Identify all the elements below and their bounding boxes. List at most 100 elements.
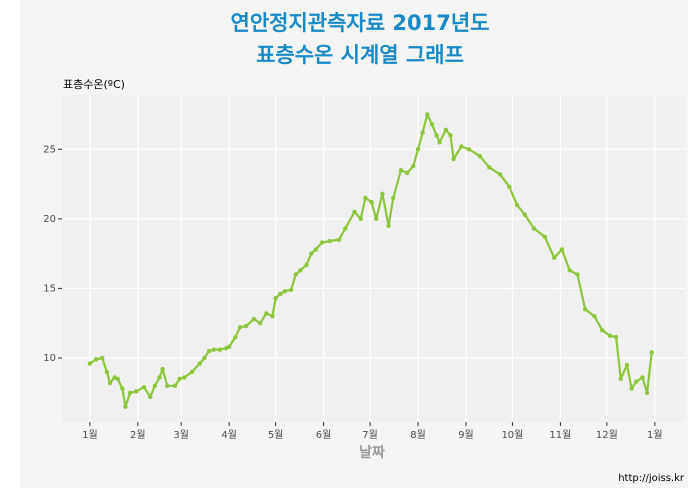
data-point <box>115 376 120 382</box>
data-point <box>559 247 565 252</box>
data-point <box>434 133 439 138</box>
x-tick-label: 6월 <box>316 429 332 441</box>
data-point <box>123 404 128 409</box>
y-tick-label: 20 <box>43 214 56 225</box>
data-point <box>567 268 572 273</box>
data-point <box>575 272 580 277</box>
y-tick-label: 15 <box>43 283 56 294</box>
data-point <box>211 347 216 352</box>
data-point <box>352 209 357 215</box>
data-point <box>386 223 391 228</box>
data-point <box>251 316 257 322</box>
data-point <box>599 327 605 333</box>
data-point <box>507 184 512 190</box>
data-point <box>363 195 368 201</box>
data-point <box>217 347 223 352</box>
data-point <box>415 147 421 152</box>
x-axis-label: 날짜 <box>359 445 385 461</box>
data-point <box>425 112 430 117</box>
data-point <box>304 262 309 267</box>
x-tick-label: 7월 <box>362 429 378 441</box>
data-point <box>443 127 449 132</box>
x-tick-label: 1월 <box>647 429 663 441</box>
data-point <box>278 291 283 297</box>
data-point <box>206 348 212 354</box>
data-point <box>257 321 263 326</box>
data-point <box>391 195 396 201</box>
data-point <box>649 350 654 355</box>
data-point <box>411 163 416 169</box>
data-point <box>288 287 294 293</box>
data-point <box>273 295 278 301</box>
data-point <box>466 147 472 152</box>
data-point <box>202 355 207 361</box>
series-line <box>89 113 653 408</box>
data-point <box>237 325 243 330</box>
data-point <box>182 375 187 380</box>
data-point <box>531 226 537 231</box>
data-point <box>429 122 435 127</box>
data-point <box>172 383 178 389</box>
chart-subtitle: 표층수온 시계열 그래프 <box>256 43 464 67</box>
data-point <box>157 375 162 380</box>
data-point <box>319 240 325 245</box>
data-point <box>87 361 93 366</box>
y-tick-label: 25 <box>43 144 56 155</box>
data-point <box>293 272 298 277</box>
data-point <box>369 199 374 205</box>
data-point <box>634 379 639 384</box>
data-point <box>613 334 619 340</box>
data-point <box>148 394 153 400</box>
data-point <box>127 390 133 395</box>
data-point <box>618 376 623 382</box>
data-point <box>160 366 165 372</box>
data-point <box>336 237 342 242</box>
data-point <box>607 333 613 338</box>
data-point <box>165 383 170 389</box>
data-point <box>197 361 202 366</box>
data-point <box>629 386 634 391</box>
data-point <box>592 314 597 319</box>
data-point <box>264 311 269 316</box>
data-point <box>313 247 319 252</box>
data-point <box>497 172 503 177</box>
x-tick-label: 9월 <box>458 429 474 441</box>
data-point <box>177 376 182 382</box>
data-point <box>380 191 385 196</box>
x-tick-label: 5월 <box>268 429 284 441</box>
data-point <box>233 334 238 340</box>
data-point <box>358 216 363 222</box>
data-point <box>542 234 548 240</box>
chart-title: 연안정지관측자료 2017년도 <box>231 11 490 35</box>
y-axis-label: 표층수온(ºC) <box>63 78 125 91</box>
x-tick-label: 8월 <box>410 429 426 441</box>
data-point <box>374 216 379 222</box>
data-point <box>100 355 105 361</box>
data-point <box>514 202 520 208</box>
data-point <box>398 167 404 173</box>
data-point <box>437 140 442 145</box>
caption: http://joiss.kr <box>618 473 685 484</box>
x-tick-label: 1월 <box>82 429 98 441</box>
data-point <box>624 362 630 368</box>
data-point <box>522 212 527 217</box>
data-point <box>644 390 650 395</box>
x-tick-label: 3월 <box>173 429 189 441</box>
data-point <box>640 375 645 380</box>
data-point <box>552 255 557 261</box>
data-point <box>243 323 249 329</box>
data-point <box>107 380 113 386</box>
data-point <box>582 307 588 312</box>
y-tick-label: 10 <box>43 353 56 364</box>
x-tick-label: 2월 <box>130 429 146 441</box>
data-point <box>459 144 464 149</box>
data-point <box>448 133 453 138</box>
data-point <box>141 385 147 390</box>
data-point <box>93 357 99 362</box>
x-tick-label: 11월 <box>549 429 571 441</box>
data-point <box>404 170 410 176</box>
data-point <box>477 154 483 159</box>
plot-panel <box>62 95 685 422</box>
data-point <box>270 314 275 319</box>
